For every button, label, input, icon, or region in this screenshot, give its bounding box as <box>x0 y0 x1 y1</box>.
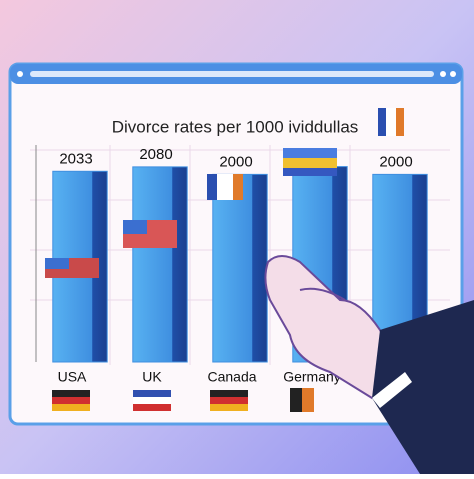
flags <box>45 148 337 412</box>
flag-icon <box>283 158 337 168</box>
window-dot <box>450 71 456 77</box>
flag-icon <box>210 397 248 404</box>
flag-icon <box>133 404 171 411</box>
flag-icon <box>210 404 248 411</box>
flag-icon <box>233 174 243 200</box>
flag-icon <box>52 390 90 397</box>
x-tick-label: USA <box>58 369 87 385</box>
window-dot <box>440 71 446 77</box>
window-dot <box>17 71 23 77</box>
data-label: 2080 <box>139 146 172 163</box>
data-label: 2000 <box>379 153 412 170</box>
flag-icon <box>133 390 171 397</box>
flag-icon <box>378 108 386 136</box>
flag-icon <box>290 388 302 412</box>
data-label: 2033 <box>59 150 92 167</box>
x-tick-label: Germany <box>283 369 341 385</box>
bar <box>132 166 188 363</box>
flag-icon <box>123 220 147 234</box>
flag-icon <box>283 168 337 176</box>
x-tick-label: Canada <box>207 369 256 385</box>
x-tick-label: UK <box>142 369 162 385</box>
chart-title: Divorce rates per 1000 ividdullas <box>112 117 359 136</box>
bar <box>212 173 268 363</box>
flag-icon <box>52 404 90 411</box>
flag-icon <box>283 148 337 158</box>
flag-icon <box>207 174 217 200</box>
flag-icon <box>302 388 314 412</box>
flag-icon <box>52 397 90 404</box>
data-label: 2000 <box>219 153 252 170</box>
address-bar <box>30 71 434 77</box>
flag-icon <box>45 258 69 269</box>
flag-icon <box>133 397 171 404</box>
flag-icon <box>210 390 248 397</box>
hand-illustration <box>264 255 474 474</box>
flag-icon <box>396 108 404 136</box>
